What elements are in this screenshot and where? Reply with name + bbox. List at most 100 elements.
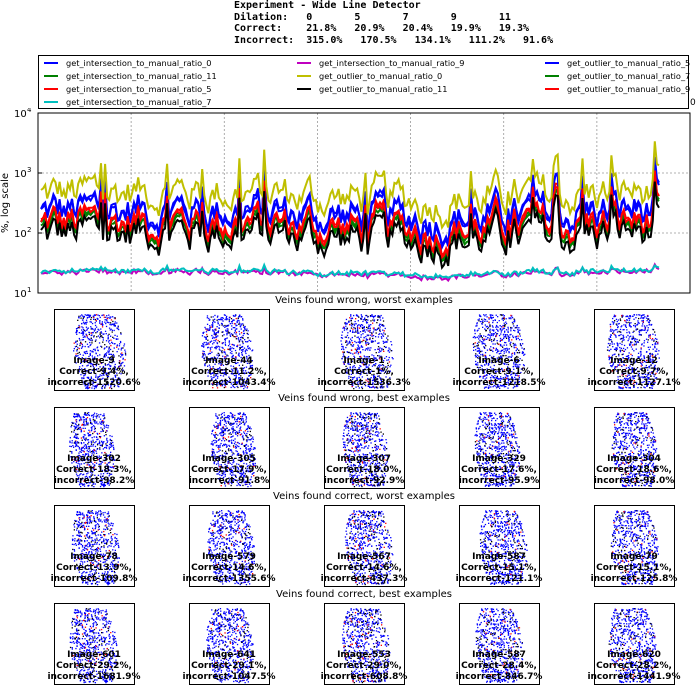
scatter-point (245, 366, 248, 368)
scatter-point (112, 353, 115, 356)
scatter-point (238, 353, 240, 355)
scatter-point (372, 423, 374, 425)
scatter-point (88, 346, 90, 348)
scatter-point (80, 485, 82, 488)
scatter-point (93, 457, 95, 459)
scatter-point (391, 344, 393, 346)
scatter-point (609, 343, 611, 345)
scatter-point (630, 326, 632, 328)
scatter-point (236, 368, 238, 370)
scatter-point (223, 414, 226, 416)
scatter-point (648, 336, 650, 338)
scatter-point (113, 368, 116, 370)
scatter-point (359, 459, 361, 461)
scatter-point (638, 356, 640, 358)
scatter-point (96, 448, 98, 450)
vein-scatter (73, 314, 127, 390)
scatter-point (649, 356, 651, 358)
scatter-point (248, 375, 250, 377)
scatter-point (246, 468, 249, 470)
scatter-point (226, 416, 228, 418)
scatter-point (488, 321, 490, 323)
scatter-point (514, 378, 516, 381)
scatter-point (495, 326, 497, 328)
scatter-point (80, 418, 82, 420)
scatter-point (81, 470, 83, 472)
scatter-point (657, 353, 659, 355)
scatter-point (232, 426, 234, 428)
scatter-point (246, 481, 248, 483)
scatter-point (250, 485, 252, 487)
scatter-point (73, 461, 75, 463)
caption-line2: Correct-1%, (334, 367, 394, 377)
scatter-point (82, 474, 84, 476)
scatter-point (498, 353, 500, 355)
scatter-point (628, 367, 631, 369)
scatter-point (86, 439, 89, 441)
scatter-point (623, 339, 625, 341)
scatter-point (513, 319, 516, 321)
scatter-point (89, 352, 91, 355)
scatter-point (360, 314, 362, 316)
scatter-point (654, 364, 656, 366)
scatter-point (117, 367, 119, 369)
scatter-point (220, 322, 223, 325)
scatter-point (105, 333, 107, 335)
y-tick-exponent: 2 (27, 226, 31, 234)
scatter-point (73, 416, 76, 418)
scatter-point (93, 367, 95, 369)
scatter-point (114, 334, 116, 336)
scatter-point (92, 441, 94, 443)
scatter-point (212, 439, 215, 442)
scatter-point (491, 325, 494, 327)
scatter-point (351, 340, 353, 342)
legend-label: get_intersection_to_manual_ratio_0 (66, 58, 212, 68)
scatter-point (643, 357, 646, 359)
scatter-point (514, 353, 516, 355)
scatter-point (108, 475, 110, 477)
scatter-point (101, 452, 103, 454)
scatter-point (244, 482, 246, 484)
scatter-point (217, 473, 219, 475)
scatter-point (383, 345, 386, 348)
scatter-point (377, 435, 379, 437)
scatter-point (94, 358, 96, 361)
scatter-point (223, 314, 226, 316)
scatter-point (359, 347, 361, 349)
scatter-point (501, 328, 503, 330)
scatter-point (234, 429, 236, 432)
scatter-point (631, 338, 633, 340)
scatter-point (508, 348, 510, 350)
scatter-point (246, 358, 248, 360)
scatter-point (251, 452, 253, 455)
scatter-point (96, 363, 98, 365)
scatter-point (209, 358, 211, 361)
scatter-point (367, 370, 370, 372)
scatter-point (119, 382, 121, 384)
scatter-point (489, 314, 491, 316)
scatter-point (634, 339, 636, 341)
scatter-point (476, 347, 479, 349)
scatter-point (219, 318, 221, 321)
scatter-point (80, 428, 82, 430)
scatter-point (115, 379, 117, 381)
scatter-point (235, 374, 237, 376)
scatter-point (111, 387, 113, 390)
scatter-point (346, 351, 348, 353)
scatter-point (364, 359, 367, 361)
scatter-point (82, 321, 85, 323)
scatter-point (251, 469, 253, 471)
scatter-point (640, 329, 642, 331)
scatter-point (386, 386, 389, 388)
scatter-point (239, 377, 242, 379)
scatter-point (76, 437, 78, 439)
scatter-point (101, 374, 103, 377)
scatter-point (207, 343, 209, 345)
scatter-point (346, 420, 348, 422)
scatter-point (213, 342, 215, 344)
scatter-point (83, 375, 85, 377)
scatter-point (90, 376, 92, 378)
scatter-point (612, 323, 614, 325)
scatter-point (619, 334, 621, 337)
scatter-point (218, 446, 220, 448)
